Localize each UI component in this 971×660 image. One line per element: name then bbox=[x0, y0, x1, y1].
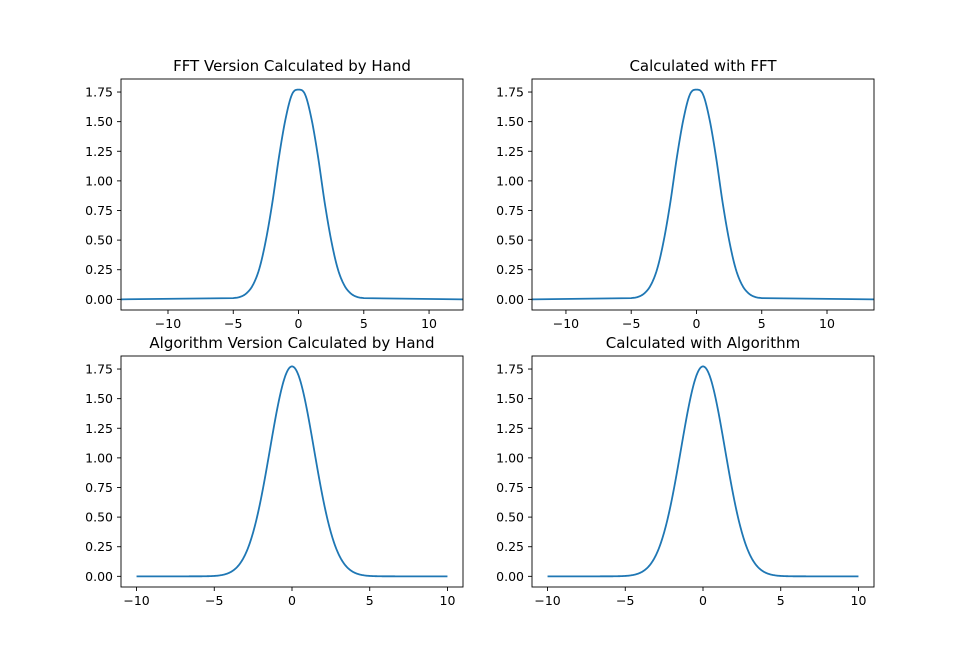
x-tick-label: 0 bbox=[699, 593, 707, 608]
y-tick-label: 1.50 bbox=[85, 391, 113, 406]
x-tick-label: 0 bbox=[295, 316, 303, 331]
y-tick-label: 1.75 bbox=[496, 85, 524, 100]
y-tick-label: 1.75 bbox=[496, 362, 524, 377]
y-tick-label: 0.00 bbox=[496, 569, 524, 584]
subplot-title: Algorithm Version Calculated by Hand bbox=[149, 334, 434, 352]
subplot-title: FFT Version Calculated by Hand bbox=[173, 57, 411, 75]
series-line bbox=[121, 88, 463, 301]
subplot-title: Calculated with FFT bbox=[629, 57, 777, 75]
series-line bbox=[547, 365, 859, 578]
y-tick-label: 0.50 bbox=[496, 510, 524, 525]
x-tick-label: 5 bbox=[360, 316, 368, 331]
x-tick-label: 10 bbox=[819, 316, 835, 331]
y-tick-label: 0.75 bbox=[85, 203, 113, 218]
series-line bbox=[136, 365, 448, 578]
subplot-title: Calculated with Algorithm bbox=[606, 334, 800, 352]
y-tick-label: 0.25 bbox=[85, 262, 113, 277]
y-tick-label: 1.00 bbox=[85, 450, 113, 465]
x-tick-label: 10 bbox=[851, 593, 867, 608]
x-tick-label: −10 bbox=[553, 316, 579, 331]
y-tick-label: 1.50 bbox=[496, 391, 524, 406]
x-tick-label: −5 bbox=[616, 593, 634, 608]
y-tick-label: 1.00 bbox=[496, 450, 524, 465]
y-tick-label: 0.50 bbox=[85, 510, 113, 525]
y-tick-label: 0.25 bbox=[85, 539, 113, 554]
y-tick-label: 0.75 bbox=[496, 203, 524, 218]
x-tick-label: 10 bbox=[440, 593, 456, 608]
y-tick-label: 0.50 bbox=[496, 233, 524, 248]
y-tick-label: 1.25 bbox=[85, 421, 113, 436]
x-tick-label: −10 bbox=[534, 593, 560, 608]
y-tick-label: 1.25 bbox=[496, 421, 524, 436]
x-tick-label: −5 bbox=[622, 316, 640, 331]
y-tick-label: 1.00 bbox=[496, 173, 524, 188]
y-tick-label: 1.25 bbox=[496, 144, 524, 159]
y-tick-label: 0.00 bbox=[85, 569, 113, 584]
subplot-fft-by-hand: FFT Version Calculated by Hand −10 −5 0 5 10… bbox=[85, 57, 464, 331]
y-tick-label: 0.00 bbox=[496, 292, 524, 307]
y-tick-label: 0.25 bbox=[496, 539, 524, 554]
subplot-algorithm-by-hand: Algorithm Version Calculated by Hand −10… bbox=[85, 334, 464, 608]
x-tick-label: −10 bbox=[155, 316, 181, 331]
subplot-fft: Calculated with FFT −10 −5 0 5 10 0.00 0.25 0.5… bbox=[496, 57, 875, 331]
x-tick-label: −10 bbox=[123, 593, 149, 608]
y-tick-label: 0.00 bbox=[85, 292, 113, 307]
x-tick-label: −5 bbox=[205, 593, 223, 608]
series-line bbox=[532, 88, 874, 301]
y-tick-label: 1.75 bbox=[85, 362, 113, 377]
y-tick-label: 0.25 bbox=[496, 262, 524, 277]
y-tick-label: 0.50 bbox=[85, 233, 113, 248]
x-tick-label: −5 bbox=[224, 316, 242, 331]
x-tick-label: 5 bbox=[758, 316, 766, 331]
y-tick-label: 0.75 bbox=[85, 480, 113, 495]
axes-frame bbox=[531, 78, 875, 311]
y-tick-label: 1.50 bbox=[496, 114, 524, 129]
x-tick-label: 5 bbox=[366, 593, 374, 608]
y-tick-label: 1.50 bbox=[85, 114, 113, 129]
y-tick-label: 1.25 bbox=[85, 144, 113, 159]
x-tick-label: 0 bbox=[692, 316, 700, 331]
axes-frame bbox=[120, 78, 464, 311]
x-tick-label: 0 bbox=[288, 593, 296, 608]
y-tick-label: 1.75 bbox=[85, 85, 113, 100]
subplot-algorithm: Calculated with Algorithm −10 −5 0 5 10 0.00 0… bbox=[496, 334, 875, 608]
x-tick-label: 5 bbox=[777, 593, 785, 608]
y-tick-label: 0.75 bbox=[496, 480, 524, 495]
y-tick-label: 1.00 bbox=[85, 173, 113, 188]
x-tick-label: 10 bbox=[421, 316, 437, 331]
